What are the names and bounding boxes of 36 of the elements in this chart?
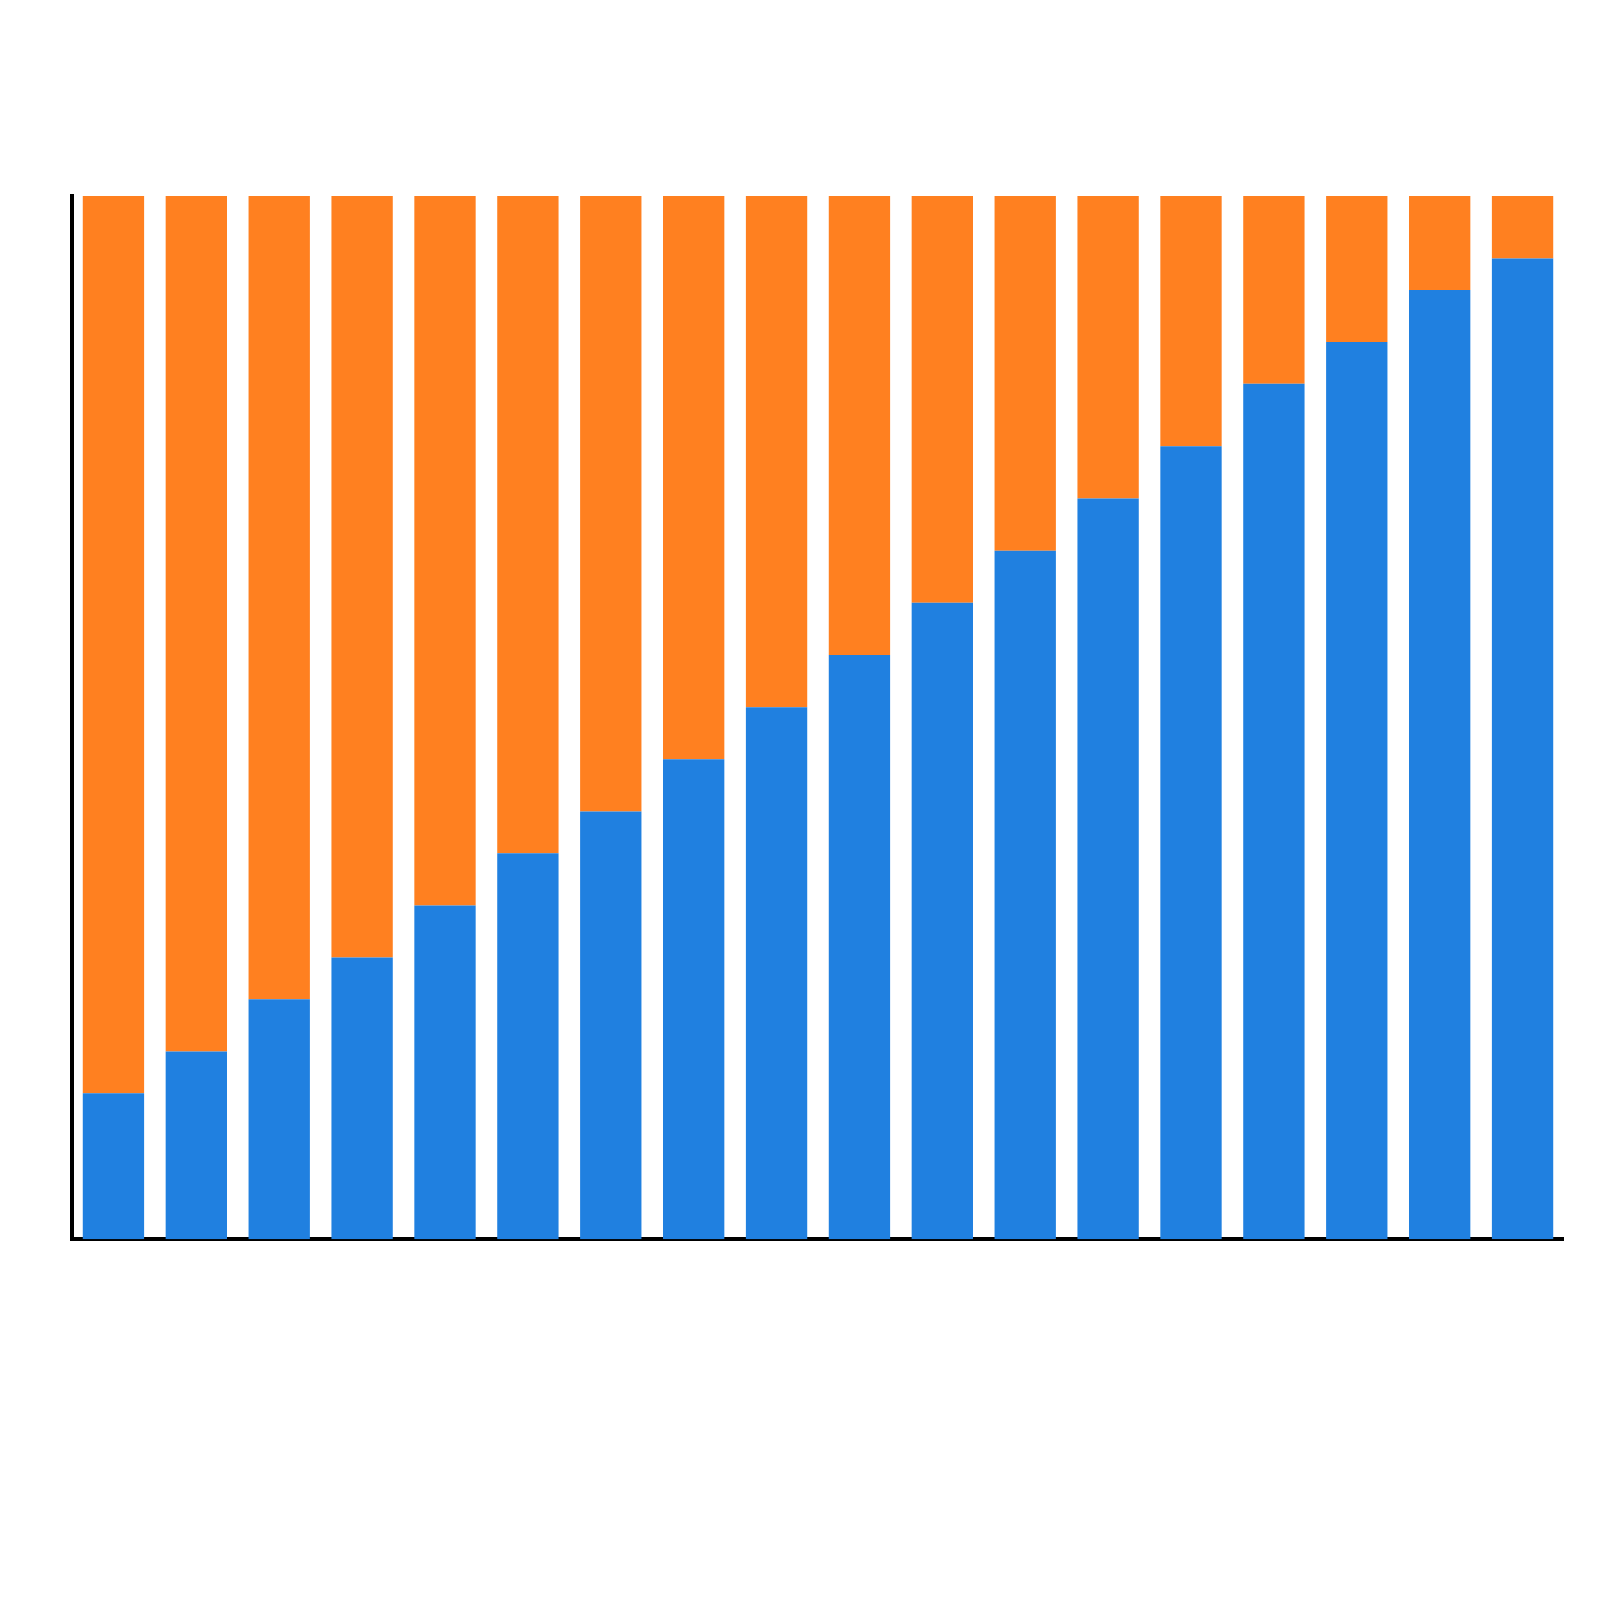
bar — [994, 196, 1056, 551]
bar — [1243, 196, 1305, 384]
bar — [1326, 342, 1388, 1240]
bar — [663, 196, 725, 760]
bar — [414, 196, 476, 906]
bar — [911, 602, 973, 1240]
bar — [165, 196, 227, 1052]
bar — [497, 196, 559, 854]
bar — [663, 759, 725, 1240]
bar — [331, 957, 393, 1240]
bar — [414, 905, 476, 1240]
bar — [248, 196, 310, 1000]
bar — [82, 1093, 145, 1240]
bar — [497, 853, 559, 1240]
bar — [331, 196, 393, 958]
bar — [1491, 258, 1554, 1240]
bar — [82, 196, 145, 1094]
bar — [580, 811, 642, 1240]
bar — [994, 550, 1056, 1240]
bar — [165, 1051, 227, 1240]
bar — [1491, 196, 1554, 259]
bar — [1409, 196, 1471, 290]
bar — [745, 196, 808, 708]
bar — [828, 196, 891, 656]
bar — [1326, 196, 1388, 343]
bar — [1409, 289, 1471, 1240]
bar — [911, 196, 973, 603]
bar — [745, 707, 808, 1240]
bar — [248, 999, 310, 1240]
bar — [580, 196, 642, 812]
bar — [1160, 196, 1222, 447]
bar — [1077, 498, 1139, 1240]
bar — [1160, 446, 1222, 1240]
bar — [1077, 196, 1139, 499]
bar — [828, 655, 891, 1240]
bar — [1243, 383, 1305, 1240]
